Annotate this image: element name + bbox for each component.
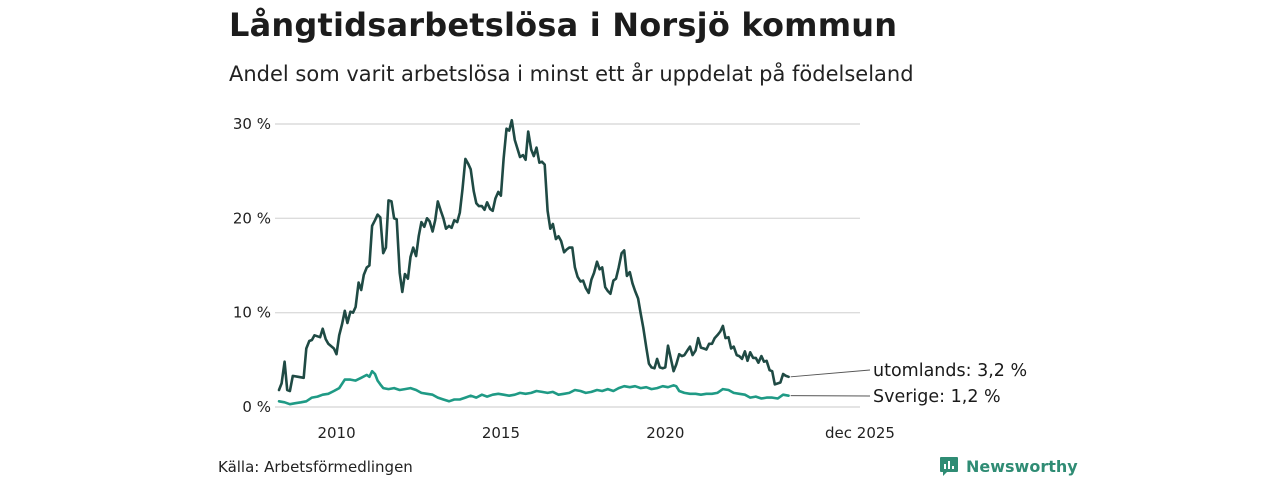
y-tick-label: 10 % [233,304,271,322]
series-line-utomlands [277,118,790,393]
newsworthy-logo-icon [940,457,958,476]
end-label-sverige: Sverige: 1,2 % [873,387,1001,407]
brand-logo: Newsworthy [938,454,1078,478]
x-tick-label: 2010 [317,424,355,442]
x-tick-label: 2020 [646,424,684,442]
end-label-utomlands: utomlands: 3,2 % [873,361,1027,381]
y-tick-label: 0 % [242,398,271,416]
series-end-labels: utomlands: 3,2 % Sverige: 1,2 % [790,361,1027,407]
chart-subtitle: Andel som varit arbetslösa i minst ett å… [229,62,914,86]
end-label-utomlands-connector [790,369,871,378]
brand-name: Newsworthy [966,456,1078,476]
x-tick-label: dec 2025 [825,424,895,442]
source-note: Källa: Arbetsförmedlingen [218,458,413,476]
gridlines [275,123,860,408]
y-tick-label: 20 % [233,209,271,227]
x-axis-ticks: 2010 2015 2020 dec 2025 [317,424,895,442]
x-tick-label: 2015 [482,424,520,442]
y-tick-label: 30 % [233,115,271,133]
chart-title: Långtidsarbetslösa i Norsjö kommun [229,6,898,44]
y-axis-ticks: 0 % 10 % 20 % 30 % [233,115,271,416]
line-chart: 0 % 10 % 20 % 30 % 2010 2015 2020 dec 2025 uto… [233,115,1027,442]
series-line-sverige [277,369,790,406]
series-lines [277,118,790,406]
